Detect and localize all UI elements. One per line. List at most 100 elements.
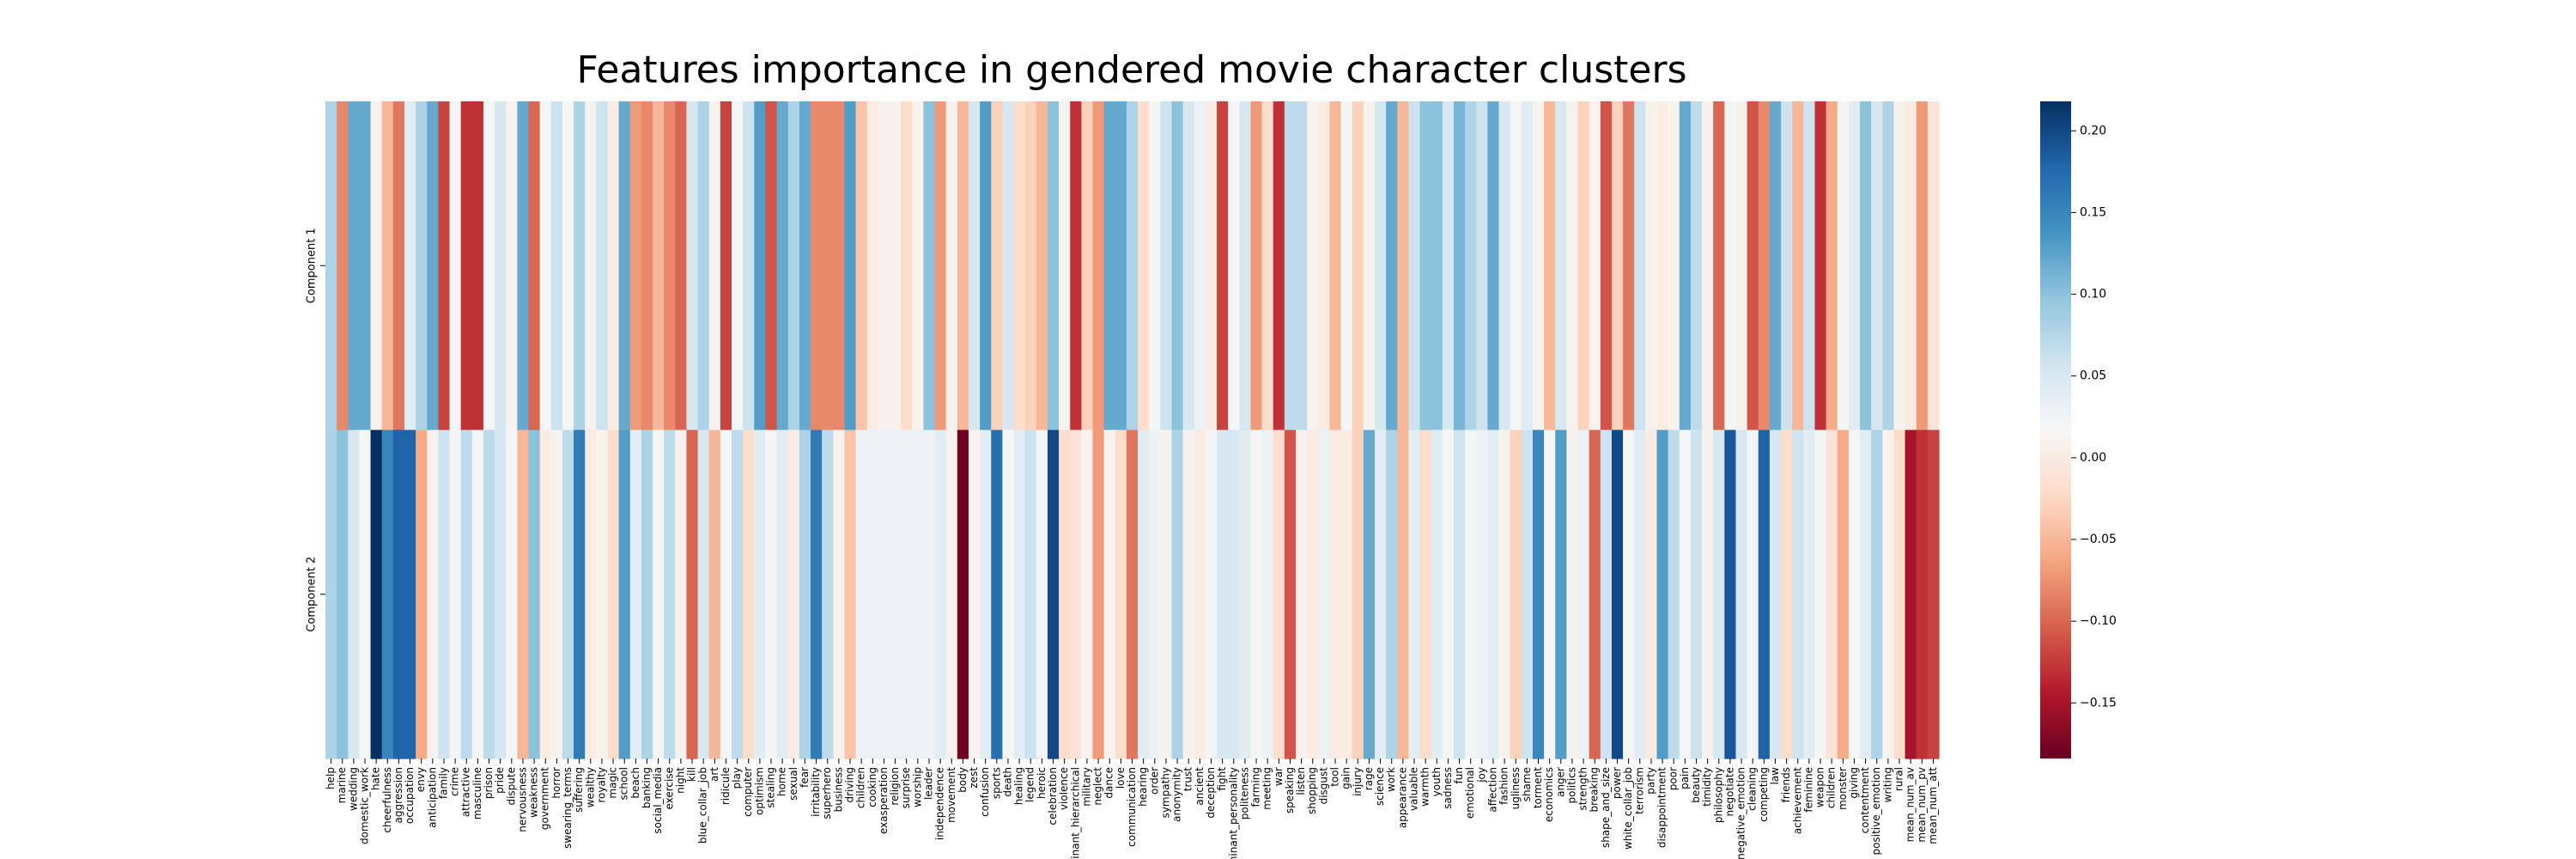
- heatmap-cell: [1182, 430, 1195, 759]
- heatmap-cell: [1273, 430, 1285, 759]
- heatmap-cell: [1070, 101, 1082, 431]
- x-tick-label: death: [1001, 767, 1013, 797]
- heatmap-cell: [1758, 101, 1771, 431]
- heatmap-cell: [1160, 101, 1173, 431]
- heatmap-cell: [1036, 101, 1048, 431]
- heatmap-cell: [1702, 430, 1714, 759]
- heatmap-cell: [1228, 430, 1240, 759]
- x-tick-label: domestic_work: [358, 767, 370, 844]
- heatmap-cell: [743, 101, 755, 431]
- heatmap-cell: [1217, 101, 1229, 431]
- x-tick-label: giving: [1848, 767, 1860, 799]
- x-tick-label: movement: [945, 767, 957, 823]
- heatmap-cell: [720, 430, 732, 759]
- heatmap-cell: [1092, 430, 1105, 759]
- x-tick-label: love: [1115, 767, 1127, 789]
- heatmap-cell: [1476, 430, 1489, 759]
- heatmap-cell: [1160, 430, 1173, 759]
- heatmap-cell: [1792, 101, 1804, 431]
- x-tick-label: independence: [934, 767, 946, 840]
- heatmap-cell: [1194, 430, 1206, 759]
- heatmap-cell: [1713, 101, 1725, 431]
- heatmap-cell: [1352, 101, 1364, 431]
- heatmap-cell: [1239, 430, 1252, 759]
- heatmap-cell: [664, 101, 676, 431]
- heatmap-cell: [980, 101, 992, 431]
- x-tick-label: shopping: [1306, 767, 1318, 814]
- x-tick-label: torment: [1532, 767, 1544, 808]
- x-tick-label: royalty: [595, 767, 607, 803]
- heatmap-cell: [1239, 101, 1252, 431]
- heatmap-cell: [799, 101, 811, 431]
- heatmap-cell: [1758, 430, 1771, 759]
- heatmap-cell: [438, 101, 451, 431]
- heatmap-cell: [866, 101, 879, 431]
- x-tick-label: affection: [1486, 767, 1498, 813]
- x-tick-label: feminine: [1802, 767, 1814, 813]
- heatmap-cell: [732, 430, 744, 759]
- heatmap-cell: [359, 430, 372, 759]
- heatmap-cell: [1340, 430, 1353, 759]
- heatmap-cell: [392, 430, 405, 759]
- colorbar-tick-label: 0.05: [2080, 369, 2106, 383]
- x-tick-label: wedding: [347, 767, 359, 811]
- x-tick-label: party: [1644, 767, 1656, 795]
- heatmap-cell: [517, 430, 530, 759]
- x-tick-label: hate: [370, 767, 382, 790]
- heatmap-cell: [1713, 430, 1725, 759]
- heatmap-cell: [495, 101, 507, 431]
- heatmap-cell: [708, 101, 721, 431]
- heatmap-cell: [1747, 101, 1759, 431]
- x-tick-label: negotiate: [1723, 767, 1735, 816]
- heatmap-cell: [1205, 101, 1218, 431]
- heatmap-cell: [539, 430, 552, 759]
- x-tick-label: white_collar_job: [1622, 767, 1634, 850]
- heatmap-cell: [1702, 101, 1714, 431]
- x-tick-label: swearing_terms: [562, 767, 574, 849]
- heatmap-cell: [381, 101, 394, 431]
- heatmap-cell: [1826, 430, 1838, 759]
- heatmap-cell: [1059, 430, 1071, 759]
- heatmap-cell: [697, 430, 710, 759]
- x-tick-label: power: [1611, 767, 1623, 799]
- heatmap-cell: [1656, 430, 1669, 759]
- x-tick-label: night: [674, 767, 686, 794]
- heatmap-cell: [934, 101, 947, 431]
- heatmap-cell: [912, 430, 925, 759]
- heatmap-cell: [562, 430, 574, 759]
- heatmap-cell: [506, 430, 518, 759]
- heatmap-cell: [1002, 430, 1015, 759]
- heatmap-cell: [833, 101, 846, 431]
- heatmap-cell: [1296, 430, 1308, 759]
- x-tick-label: anger: [1554, 767, 1566, 797]
- x-tick-label: envy: [415, 767, 427, 792]
- heatmap-cell: [1634, 430, 1646, 759]
- heatmap-cell: [1645, 101, 1658, 431]
- heatmap-cell: [1893, 101, 1906, 431]
- heatmap-cell: [1589, 101, 1601, 431]
- heatmap-cell: [471, 430, 484, 759]
- heatmap-cell: [416, 430, 428, 759]
- heatmap-cell: [945, 430, 958, 759]
- x-tick-label: politeness: [1238, 767, 1250, 819]
- heatmap-cell: [1781, 101, 1793, 431]
- heatmap-cell: [1927, 430, 1940, 759]
- x-tick-label: law: [1769, 767, 1781, 785]
- heatmap-cell: [1724, 101, 1737, 431]
- heatmap-cell: [1476, 101, 1489, 431]
- x-tick-label: anticipation: [426, 767, 438, 828]
- heatmap-cell: [1217, 430, 1229, 759]
- x-tick-label: confusion: [979, 767, 991, 817]
- heatmap-cell: [1465, 430, 1477, 759]
- x-tick-label: joy: [1475, 767, 1487, 783]
- heatmap-cell: [337, 430, 349, 759]
- heatmap-cell: [912, 101, 925, 431]
- x-tick-label: beach: [629, 767, 641, 799]
- heatmap-cell: [1419, 101, 1432, 431]
- heatmap-cell: [844, 101, 857, 431]
- heatmap-cell: [1814, 430, 1827, 759]
- heatmap-cell: [1115, 101, 1127, 431]
- heatmap-cell: [1408, 101, 1421, 431]
- heatmap-cell: [1882, 101, 1895, 431]
- colorbar: [2040, 101, 2071, 758]
